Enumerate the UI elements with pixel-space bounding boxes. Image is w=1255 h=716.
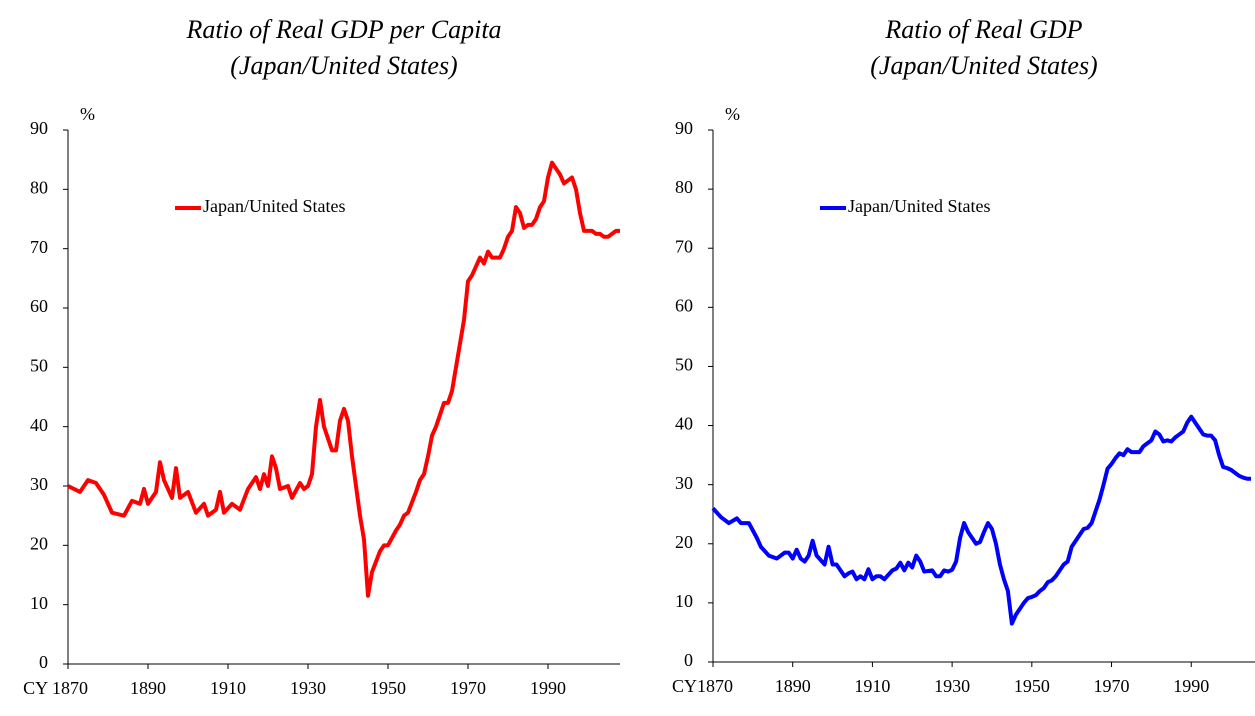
y-tick-label: 60 <box>30 296 48 316</box>
x-tick-label: 1910 <box>854 676 890 696</box>
x-tick-label: 1930 <box>934 676 970 696</box>
y-tick-label: 30 <box>675 473 693 493</box>
y-tick-label: 80 <box>30 177 48 197</box>
y-tick-label: 50 <box>675 355 693 375</box>
y-tick-label: 50 <box>30 355 48 375</box>
y-tick-label: 90 <box>30 118 48 138</box>
x-tick-label: CY1870 <box>672 676 733 696</box>
y-tick-label: 10 <box>30 593 48 613</box>
legend-label: Japan/United States <box>203 196 345 216</box>
y-tick-label: 20 <box>675 532 693 552</box>
x-tick-label: 1890 <box>130 678 166 698</box>
x-tick-label: 1910 <box>210 678 246 698</box>
y-tick-label: 70 <box>30 237 48 257</box>
data-line <box>711 414 1252 626</box>
chart-subtitle: (Japan/United States) <box>230 51 457 80</box>
x-tick-label: 1930 <box>290 678 326 698</box>
data-line <box>67 160 620 598</box>
y-tick-label: 40 <box>30 415 48 435</box>
x-tick-label: 1990 <box>1173 676 1209 696</box>
y-tick-label: 20 <box>30 533 48 553</box>
x-tick-label: 1890 <box>775 676 811 696</box>
y-tick-label: 70 <box>675 236 693 256</box>
x-tick-label: 1990 <box>530 678 566 698</box>
legend-label: Japan/United States <box>848 196 990 216</box>
y-tick-label: 80 <box>675 177 693 197</box>
y-tick-label: 10 <box>675 591 693 611</box>
x-tick-label: CY 1870 <box>23 678 88 698</box>
chart-title: Ratio of Real GDP <box>884 15 1082 44</box>
y-axis-unit: % <box>80 104 95 124</box>
x-tick-label: 1970 <box>450 678 486 698</box>
y-tick-label: 30 <box>30 474 48 494</box>
x-tick-label: 1950 <box>370 678 406 698</box>
y-tick-label: 0 <box>39 652 48 672</box>
chart-subtitle: (Japan/United States) <box>870 51 1097 80</box>
y-tick-label: 90 <box>675 118 693 138</box>
chart-title: Ratio of Real GDP per Capita <box>185 15 501 44</box>
y-tick-label: 60 <box>675 295 693 315</box>
y-axis-unit: % <box>725 104 740 124</box>
y-tick-label: 40 <box>675 414 693 434</box>
x-tick-label: 1950 <box>1014 676 1050 696</box>
y-tick-label: 0 <box>684 650 693 670</box>
x-tick-label: 1970 <box>1094 676 1130 696</box>
